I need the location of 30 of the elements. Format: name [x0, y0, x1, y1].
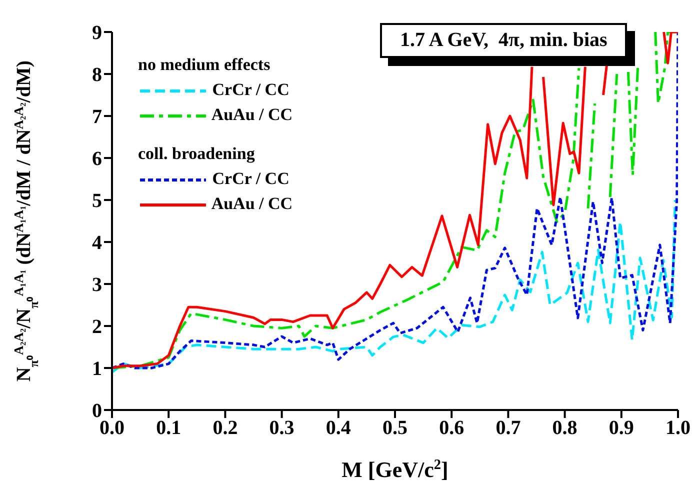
y-tick-label: 1 — [92, 358, 102, 380]
line-series — [112, 198, 676, 374]
y-tick-label: 3 — [92, 274, 102, 296]
x-tick-label: 0.7 — [496, 417, 521, 440]
y-tick-label: 5 — [92, 190, 102, 212]
legend-label: AuAu / CC — [211, 194, 293, 213]
x-tick-label: 0.1 — [156, 417, 182, 440]
x-tick-label: 0.5 — [382, 417, 408, 440]
y-tick-label: 7 — [92, 106, 102, 128]
y-tick-label: 6 — [92, 148, 102, 170]
legend-label: AuAu / CC — [211, 105, 293, 124]
y-tick-label: 0 — [92, 400, 102, 422]
x-tick-label: 0.8 — [552, 417, 578, 440]
annotation: coll. broadening — [138, 144, 255, 163]
x-tick-label: 0.2 — [212, 417, 238, 440]
x-axis-title: M [GeV/c$^{2}$] — [342, 457, 448, 482]
x-tick-label: 0.9 — [608, 417, 634, 440]
x-tick-label: 0.4 — [326, 417, 351, 440]
x-tick-label: 0.6 — [439, 417, 464, 440]
x-tick-label: 0.0 — [100, 417, 124, 440]
y-tick-label: 8 — [92, 64, 102, 86]
y-tick-label: 9 — [92, 22, 102, 44]
annotation: no medium effects — [138, 55, 270, 74]
x-tick-label: 1.0 — [666, 417, 690, 440]
x-tick-label: 0.3 — [269, 417, 294, 440]
y-tick-label: 4 — [92, 232, 102, 254]
annotation: 1.7 A GeV, 4π, min. bias — [400, 29, 608, 51]
y-tick-label: 2 — [92, 316, 102, 338]
legend-label: CrCr / CC — [212, 169, 290, 188]
legend-label: CrCr / CC — [212, 80, 290, 99]
